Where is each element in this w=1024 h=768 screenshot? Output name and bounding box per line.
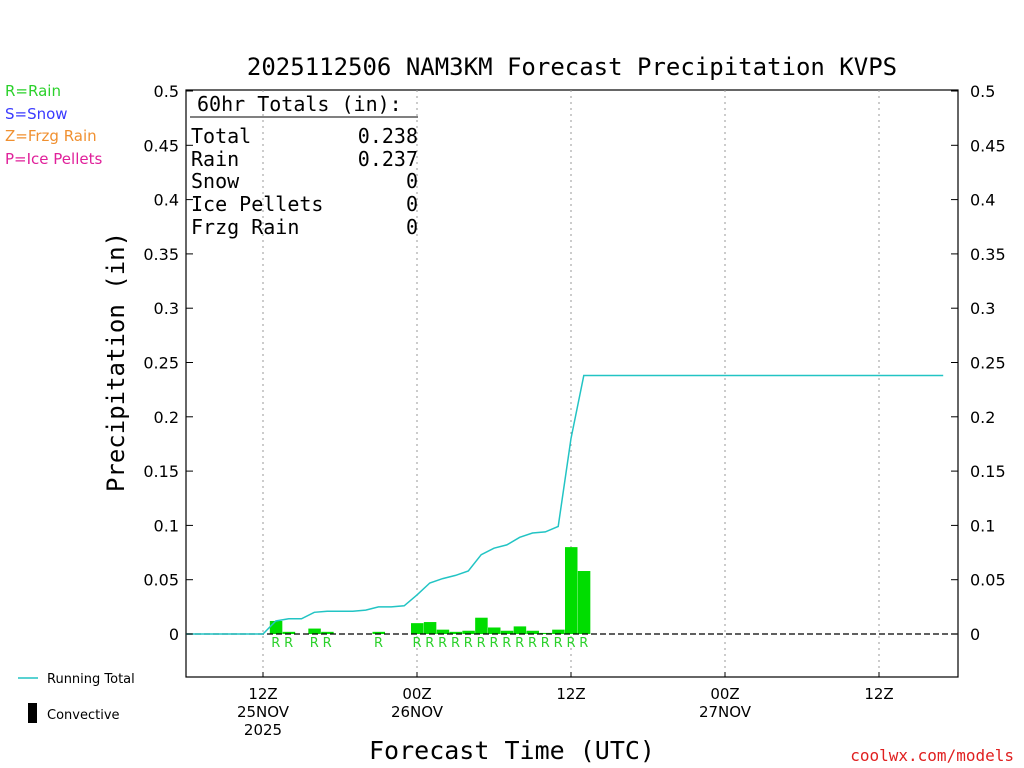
precip-bar [282,631,296,634]
ptype-marker: R [502,636,511,651]
ptype-marker: R [579,636,588,651]
y-tick-label-left: 0.05 [143,571,179,590]
totals-value-frzg-rain: 0 [406,215,418,239]
running-total-line [186,374,944,635]
legend-ice-pellets: P=Ice Pellets [5,150,102,168]
y-tick-label-left: 0.3 [154,299,179,318]
precip-bar [475,617,488,634]
plot-frame [185,89,959,678]
precip-bar [372,631,385,634]
ptype-marker: R [284,636,293,651]
x-tick-label: 2025 [244,721,282,739]
convective-legend-label: Convective [47,708,120,723]
x-tick-label: 25NOV [237,703,290,721]
x-tick-label: 27NOV [699,703,752,721]
x-tick-label: 12Z [864,685,893,703]
precip-bar [565,547,578,634]
site-credit-link[interactable]: coolwx.com/models [850,746,1014,765]
totals-label-total: Total [191,124,251,148]
precip-bar [411,623,424,634]
totals-value-total: 0.238 [358,124,418,148]
y-axis-label: Precipitation (in) [102,232,130,492]
x-tick-label: 12Z [556,685,585,703]
y-tick-label-right: 0.1 [970,516,995,535]
y-tick-label-right: 0.45 [970,136,1006,155]
ptype-marker: R [489,636,498,651]
precip-bar [552,629,565,634]
y-tick-label-left: 0.35 [143,245,179,264]
totals-box: 60hr Totals (in): Total 0.238 Rain 0.237… [190,92,418,239]
ptype-marker: R [528,636,537,651]
ptype-marker: R [271,636,280,651]
y-tick-label-left: 0.15 [143,462,179,481]
precip-bar [577,571,591,634]
y-tick-label-left: 0 [169,625,179,644]
y-tick-label-left: 0.45 [143,136,179,155]
y-tick-label-right: 0.35 [970,245,1006,264]
totals-label-frzg-rain: Frzg Rain [191,215,299,239]
y-tick-label-right: 0.5 [970,82,995,101]
precip-bar [513,626,527,634]
ptype-marker: R [515,636,524,651]
precip-bar [462,630,475,634]
ptype-marker: R [438,636,447,651]
totals-label-ice-pellets: Ice Pellets [191,192,323,216]
ptype-marker: R [477,636,486,651]
y-tick-label-right: 0.4 [970,191,995,210]
y-tick-label-right: 0 [970,625,980,644]
ptype-marker: R [310,636,319,651]
ptype-marker: R [323,636,332,651]
y-tick-label-left: 0.4 [154,191,179,210]
precip-bar [539,632,552,634]
y-tick-label-left: 0.1 [154,516,179,535]
legend-snow: S=Snow [5,105,68,123]
y-tick-label-right: 0.2 [970,408,995,427]
precip-bar [500,630,514,634]
y-tick-label-left: 0.5 [154,82,179,101]
precip-bar [488,627,501,634]
x-axis-label: Forecast Time (UTC) [369,736,655,765]
y-tick-label-right: 0.25 [970,354,1006,373]
ptype-marker: R [554,636,563,651]
y-tick-label-left: 0.2 [154,408,179,427]
x-tick-label: 12Z [248,685,277,703]
ptype-marker: R [541,636,550,651]
convective-legend-swatch [28,703,37,723]
running-total-legend-label: Running Total [47,672,135,687]
precip-bar [436,629,450,634]
legend-frzg-rain: Z=Frzg Rain [5,127,97,145]
totals-value-rain: 0.237 [358,147,418,171]
precip-bar [308,628,321,634]
ptype-marker: R [374,636,383,651]
precip-bar [526,630,539,634]
x-tick-label: 00Z [402,685,431,703]
ptype-marker: R [464,636,473,651]
totals-value-ice-pellets: 0 [406,192,418,216]
totals-value-snow: 0 [406,169,418,193]
totals-label-rain: Rain [191,147,239,171]
chart-title: 2025112506 NAM3KM Forecast Precipitation… [247,53,897,81]
precip-bar [449,631,462,634]
precip-bar [423,622,437,634]
legend-rain: R=Rain [5,82,61,100]
y-tick-label-right: 0.05 [970,571,1006,590]
ptype-marker: R [451,636,460,651]
ptype-marker: R [425,636,434,651]
totals-header: 60hr Totals (in): [197,92,402,116]
ptype-marker: R [566,636,575,651]
precip-bar [321,631,334,634]
x-tick-label: 00Z [710,685,739,703]
totals-label-snow: Snow [191,169,240,193]
y-tick-label-right: 0.3 [970,299,995,318]
y-tick-label-left: 0.25 [143,354,179,373]
precip-bar [269,620,283,634]
ptype-marker: R [412,636,421,651]
y-tick-label-right: 0.15 [970,462,1006,481]
x-tick-label: 26NOV [391,703,444,721]
